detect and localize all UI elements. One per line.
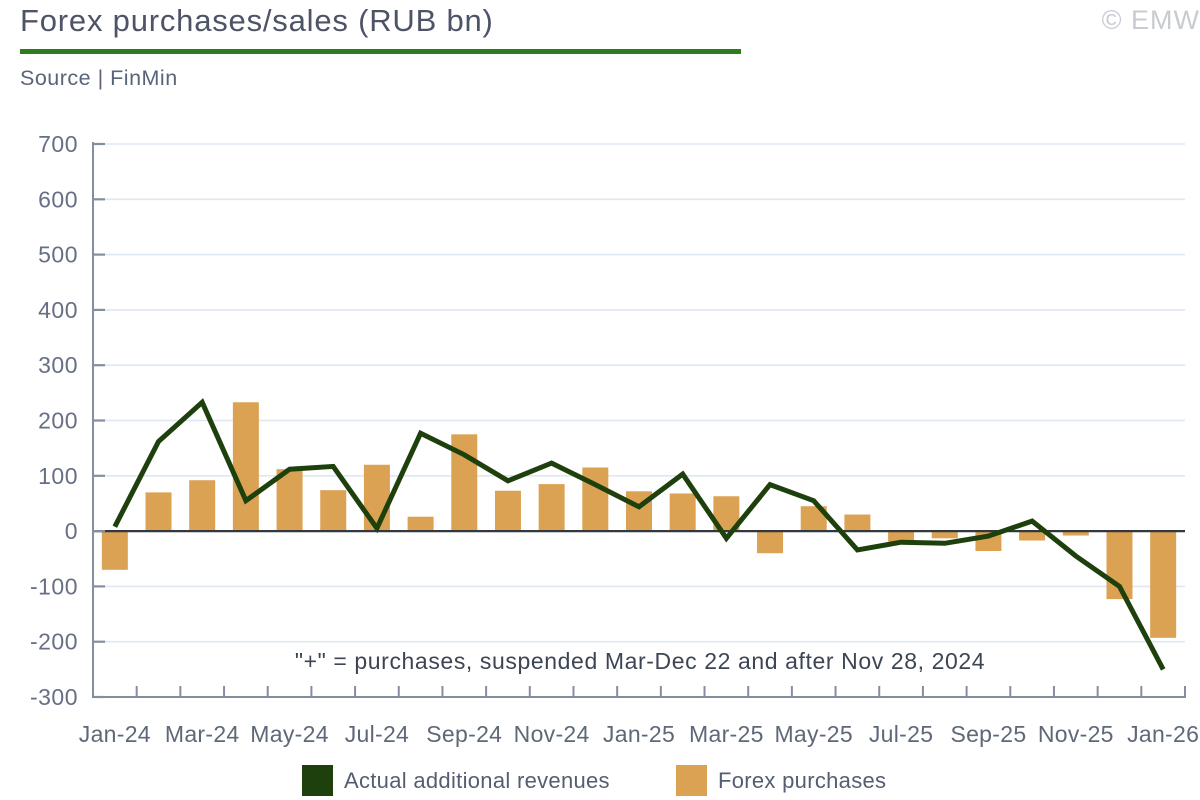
x-label-Jul-25: Jul-25 [869, 721, 933, 747]
y-tick-label--300: -300 [30, 684, 78, 710]
bar-Jul-24 [363, 464, 390, 532]
bar-Aug-24 [407, 516, 434, 532]
bar-Aug-25 [931, 531, 958, 539]
x-label-Nov-25: Nov-25 [1038, 721, 1114, 747]
bar-Oct-25 [1019, 531, 1046, 541]
y-tick-label-0: 0 [65, 518, 78, 544]
x-label-Nov-24: Nov-24 [514, 721, 590, 747]
source-label: Source | FinMin [20, 66, 178, 90]
y-tick-label-500: 500 [38, 242, 78, 268]
y-tick-label--100: -100 [30, 573, 78, 599]
chart-annotation: "+" = purchases, suspended Mar-Dec 22 an… [294, 648, 986, 674]
bar-Jan-26 [1150, 531, 1177, 638]
x-label-Jul-24: Jul-24 [345, 721, 409, 747]
bar-Feb-24 [145, 492, 172, 532]
y-tick-label-300: 300 [38, 352, 78, 378]
copyright-text: © EMW [1101, 5, 1200, 35]
bar-Nov-25 [1062, 531, 1089, 536]
y-tick-label-700: 700 [38, 131, 78, 157]
x-label-Mar-24: Mar-24 [165, 721, 240, 747]
x-label-Mar-25: Mar-25 [689, 721, 764, 747]
y-tick-label-100: 100 [38, 463, 78, 489]
y-tick-label-200: 200 [38, 408, 78, 434]
bar-Jul-25 [888, 531, 915, 542]
y-tick-label-400: 400 [38, 297, 78, 323]
bar-Feb-25 [669, 493, 696, 532]
bar-Jun-24 [320, 490, 347, 532]
chart-canvas: 700 600 500 400 300 200 100 0 -100 -200 -300Jan-24… [30, 131, 1199, 747]
x-label-May-24: May-24 [250, 721, 329, 747]
bar-Oct-24 [494, 490, 521, 532]
x-label-Sep-24: Sep-24 [426, 721, 502, 747]
legend-swatch-revenues [302, 765, 333, 796]
title-underline [20, 49, 741, 54]
bar-Apr-25 [757, 531, 784, 554]
x-label-Jan-26: Jan-26 [1127, 721, 1199, 747]
y-tick-label--200: -200 [30, 629, 78, 655]
line-series-actual-additional-revenues [112, 398, 1166, 671]
bar-Jan-24 [101, 531, 128, 570]
bar-Mar-24 [189, 480, 216, 532]
bar-Nov-24 [538, 484, 565, 532]
bar-Dec-24 [582, 467, 609, 532]
bar-May-24 [276, 469, 303, 532]
legend-swatch-purchases [676, 765, 707, 796]
chart-legend: Actual additional revenues Forex purchas… [0, 764, 1200, 798]
legend-label-purchases: Forex purchases [718, 768, 887, 793]
bar-Apr-24 [232, 402, 259, 532]
legend-label-revenues: Actual additional revenues [344, 768, 610, 793]
x-label-May-25: May-25 [774, 721, 853, 747]
y-tick-label-600: 600 [38, 186, 78, 212]
x-label-Jan-24: Jan-24 [79, 721, 151, 747]
bar-Jun-25 [844, 514, 871, 532]
x-label-Sep-25: Sep-25 [950, 721, 1026, 747]
x-label-Jan-25: Jan-25 [603, 721, 675, 747]
page-title: Forex purchases/sales (RUB bn) [20, 3, 494, 38]
